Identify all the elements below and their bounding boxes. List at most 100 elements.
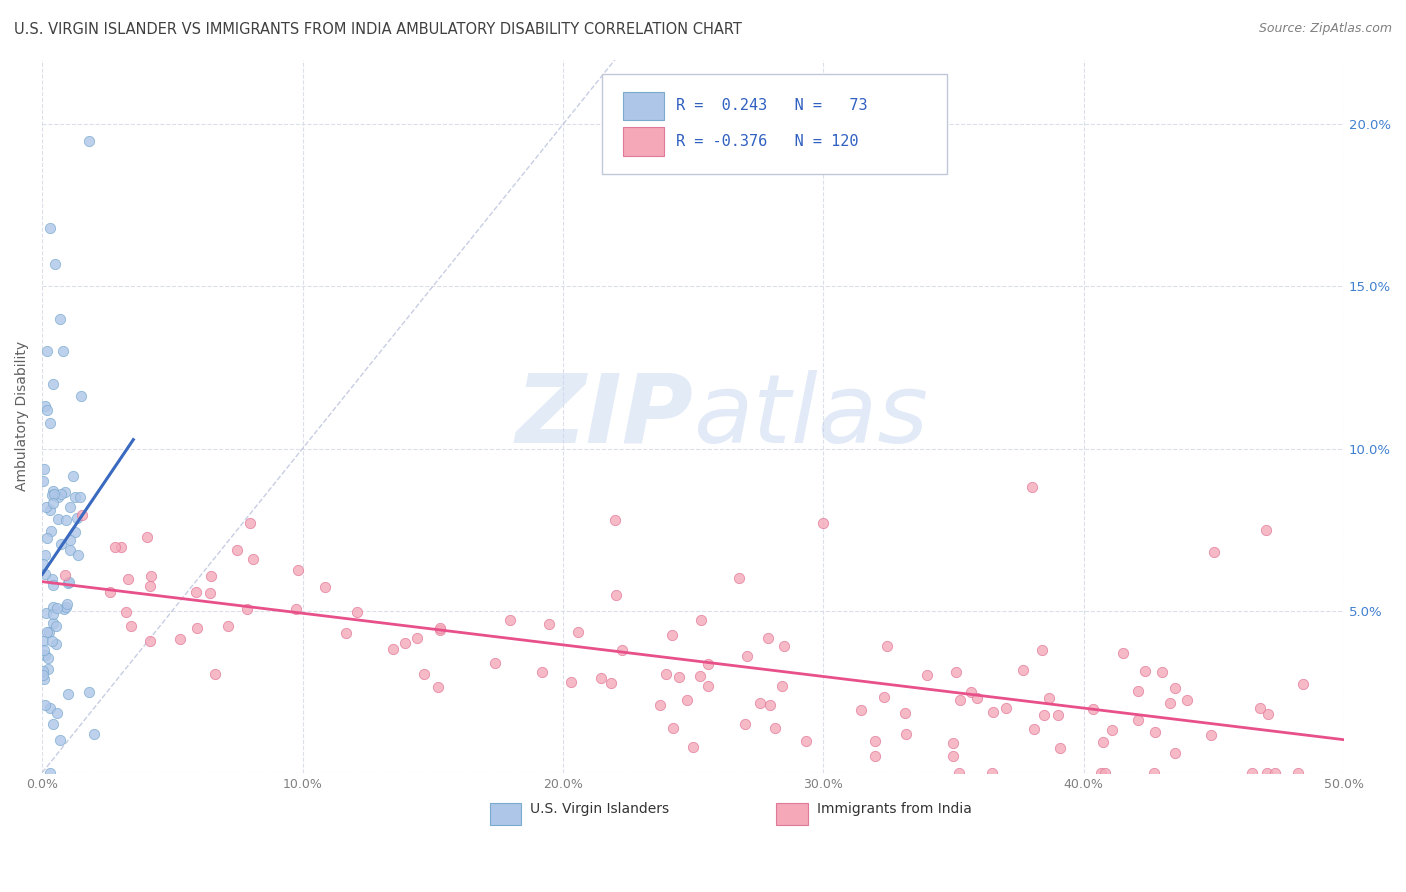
Point: [849, 703, 872, 717]
Point: [41, 572, 63, 586]
Point: [48, 512, 70, 526]
Point: [1175, 693, 1198, 707]
Point: [896, 726, 918, 740]
Point: [39, 524, 62, 539]
Point: [45, 637, 67, 651]
Point: [1164, 747, 1187, 761]
Point: [32, 642, 55, 657]
Point: [567, 625, 589, 640]
Point: [37, 651, 59, 665]
Point: [865, 749, 887, 764]
Point: [1254, 523, 1277, 537]
Point: [1094, 765, 1116, 780]
Text: U.S. VIRGIN ISLANDER VS IMMIGRANTS FROM INDIA AMBULATORY DISABILITY CORRELATION : U.S. VIRGIN ISLANDER VS IMMIGRANTS FROM …: [14, 22, 742, 37]
Point: [427, 680, 450, 694]
Point: [39, 701, 62, 715]
FancyBboxPatch shape: [623, 92, 665, 120]
Point: [37, 402, 59, 417]
Point: [873, 690, 896, 705]
Point: [56, 597, 79, 611]
Point: [876, 639, 898, 653]
Point: [697, 679, 720, 693]
Point: [31, 633, 53, 648]
Point: [1159, 696, 1181, 710]
Point: [35, 624, 58, 639]
Point: [110, 540, 132, 554]
Point: [39, 765, 62, 780]
Point: [603, 513, 626, 527]
Point: [1144, 725, 1167, 739]
Point: [1038, 691, 1060, 706]
Point: [42, 577, 65, 591]
FancyBboxPatch shape: [776, 803, 807, 825]
Point: [34, 548, 56, 562]
Point: [39, 221, 62, 235]
Point: [53, 568, 76, 582]
Point: [484, 656, 506, 670]
Point: [31, 665, 53, 679]
Point: [35, 607, 58, 621]
FancyBboxPatch shape: [602, 74, 948, 174]
Text: Immigrants from India: Immigrants from India: [817, 802, 972, 816]
Point: [994, 701, 1017, 715]
Point: [735, 649, 758, 664]
Point: [117, 572, 139, 586]
Point: [770, 679, 793, 693]
Point: [948, 765, 970, 780]
Point: [727, 570, 749, 584]
Point: [1049, 741, 1071, 756]
Point: [335, 626, 357, 640]
Point: [1286, 765, 1309, 780]
Point: [1092, 735, 1115, 749]
Point: [285, 601, 308, 615]
Point: [813, 516, 835, 530]
Point: [966, 691, 988, 706]
Point: [1150, 665, 1173, 680]
Point: [748, 696, 770, 710]
FancyBboxPatch shape: [491, 803, 522, 825]
Point: [1046, 708, 1069, 723]
Point: [654, 666, 676, 681]
Point: [600, 676, 623, 690]
Point: [139, 634, 162, 648]
Point: [98, 584, 121, 599]
Point: [41, 376, 63, 391]
Point: [412, 667, 434, 681]
Point: [46, 706, 69, 720]
Point: [41, 616, 63, 631]
Point: [34, 566, 56, 581]
Point: [200, 586, 222, 600]
Point: [980, 765, 1002, 780]
Point: [894, 706, 917, 721]
Point: [217, 619, 239, 633]
Point: [39, 416, 62, 430]
Point: [41, 717, 63, 731]
Point: [394, 636, 416, 650]
Point: [530, 665, 553, 679]
Point: [612, 642, 634, 657]
Text: R = -0.376   N = 120: R = -0.376 N = 120: [676, 134, 859, 149]
Point: [135, 530, 157, 544]
Point: [67, 548, 90, 562]
Point: [239, 516, 262, 530]
Point: [31, 474, 53, 488]
Point: [236, 602, 259, 616]
Point: [42, 599, 65, 614]
Point: [37, 344, 59, 359]
Point: [689, 669, 711, 683]
Point: [55, 513, 77, 527]
Point: [104, 541, 127, 555]
Point: [59, 542, 82, 557]
Text: Source: ZipAtlas.com: Source: ZipAtlas.com: [1258, 22, 1392, 36]
Point: [960, 685, 983, 699]
Point: [41, 607, 63, 622]
Point: [661, 628, 683, 642]
Point: [34, 400, 56, 414]
Point: [942, 748, 965, 763]
Point: [763, 722, 786, 736]
Point: [38, 625, 60, 640]
Point: [1256, 765, 1278, 780]
Point: [55, 600, 77, 615]
Point: [63, 524, 86, 539]
Point: [1090, 765, 1112, 780]
